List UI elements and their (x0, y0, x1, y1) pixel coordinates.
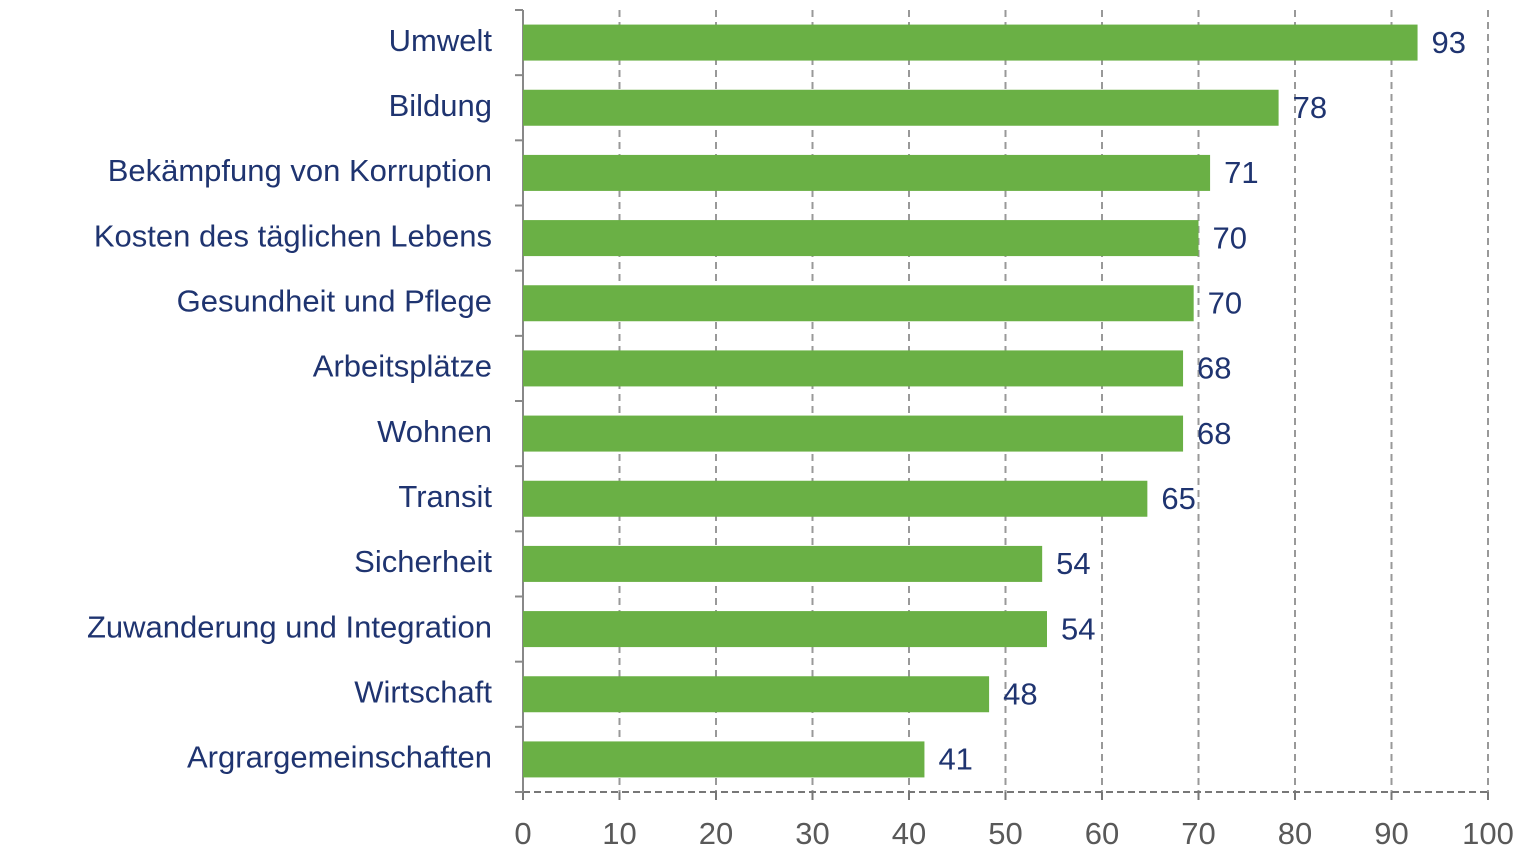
value-label: 65 (1161, 481, 1195, 516)
y-tick-label: Umwelt (389, 23, 493, 58)
x-tick-label: 70 (1181, 816, 1215, 851)
value-label: 68 (1197, 416, 1231, 451)
x-tick-label: 30 (795, 816, 829, 851)
value-label: 70 (1213, 220, 1247, 255)
value-label: 71 (1224, 155, 1258, 190)
bar (523, 350, 1184, 387)
x-tick-label: 100 (1462, 816, 1514, 851)
y-tick-label: Bildung (389, 88, 492, 123)
x-tick-label: 10 (602, 816, 636, 851)
bar (523, 480, 1148, 517)
y-tick-label: Zuwanderung und Integration (87, 609, 492, 644)
value-label: 78 (1293, 90, 1327, 125)
value-label: 41 (938, 742, 972, 777)
y-tick-label: Arbeitsplätze (313, 349, 492, 384)
bar (523, 154, 1211, 191)
y-tick-label: Kosten des täglichen Lebens (94, 218, 492, 253)
y-tick-label: Bekämpfung von Korruption (108, 153, 492, 188)
y-tick-label: Transit (398, 479, 492, 514)
bar (523, 611, 1047, 648)
y-tick-label: Argrargemeinschaften (187, 740, 492, 775)
bar (523, 415, 1184, 452)
x-tick-label: 0 (514, 816, 531, 851)
y-tick-label: Wohnen (377, 414, 492, 449)
x-tick-label: 50 (988, 816, 1022, 851)
value-label: 68 (1197, 351, 1231, 386)
value-label: 93 (1432, 25, 1466, 60)
bar (523, 285, 1194, 322)
value-label: 54 (1061, 611, 1095, 646)
y-tick-label: Wirtschaft (354, 674, 492, 709)
bar (523, 741, 925, 778)
bar (523, 676, 990, 713)
bar (523, 24, 1418, 61)
value-label: 54 (1056, 546, 1090, 581)
x-tick-label: 40 (892, 816, 926, 851)
bar (523, 220, 1199, 257)
y-tick-label: Sicherheit (354, 544, 492, 579)
bar (523, 545, 1043, 582)
value-label: 70 (1208, 285, 1242, 320)
x-tick-label: 80 (1278, 816, 1312, 851)
y-tick-label: Gesundheit und Pflege (177, 283, 492, 318)
value-label: 48 (1003, 676, 1037, 711)
x-tick-label: 20 (699, 816, 733, 851)
x-tick-label: 60 (1085, 816, 1119, 851)
x-tick-label: 90 (1374, 816, 1408, 851)
bar (523, 89, 1279, 126)
